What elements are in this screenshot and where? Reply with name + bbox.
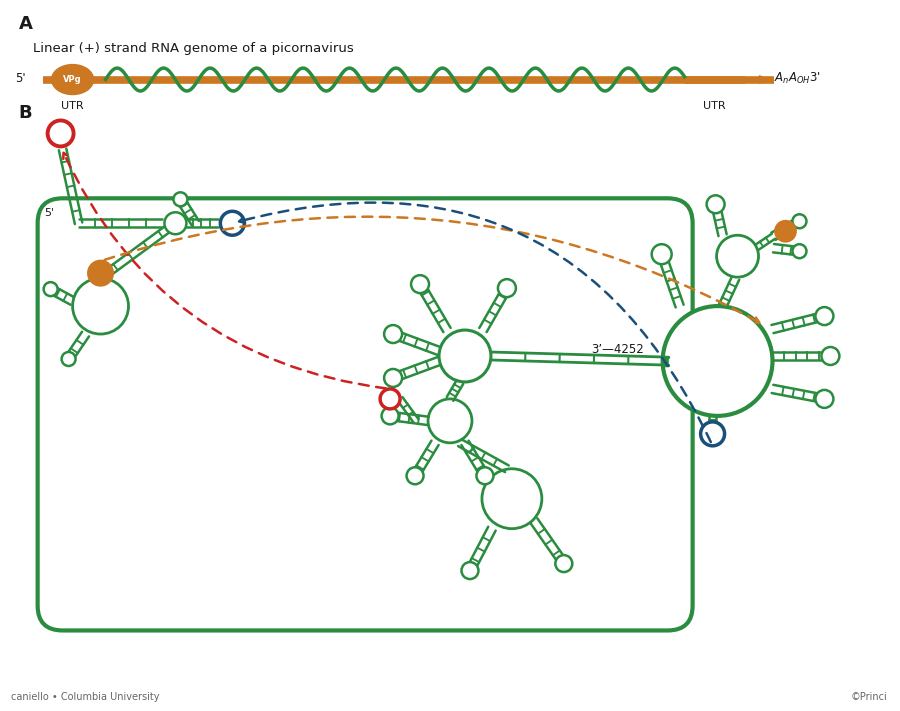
Text: VPg: VPg (63, 75, 82, 84)
Text: $A_n A_{OH}$3': $A_n A_{OH}$3' (775, 71, 822, 86)
Circle shape (411, 275, 429, 293)
Text: UTR: UTR (61, 102, 84, 112)
Circle shape (61, 352, 76, 366)
Circle shape (476, 467, 493, 484)
Circle shape (498, 279, 516, 297)
Text: 3’—4252: 3’—4252 (590, 343, 643, 356)
Text: ©Princi: ©Princi (850, 693, 887, 702)
Circle shape (384, 369, 402, 387)
Circle shape (380, 389, 400, 409)
Circle shape (407, 467, 424, 484)
Circle shape (700, 422, 725, 446)
Circle shape (382, 407, 399, 424)
Circle shape (88, 261, 112, 285)
Circle shape (43, 282, 58, 296)
Circle shape (174, 192, 187, 206)
Circle shape (793, 244, 806, 258)
Circle shape (652, 244, 671, 264)
Circle shape (384, 325, 402, 343)
Circle shape (555, 555, 572, 572)
Circle shape (428, 399, 472, 443)
Circle shape (482, 469, 542, 529)
Circle shape (716, 235, 759, 277)
Circle shape (793, 214, 806, 228)
Circle shape (48, 120, 74, 146)
Text: 5': 5' (44, 208, 55, 218)
Circle shape (462, 562, 479, 579)
Circle shape (73, 278, 129, 334)
Circle shape (220, 211, 244, 235)
Circle shape (165, 213, 186, 234)
Ellipse shape (51, 65, 94, 95)
Circle shape (706, 196, 724, 213)
Text: caniello • Columbia University: caniello • Columbia University (11, 693, 159, 702)
Text: 5': 5' (15, 72, 26, 85)
Text: UTR: UTR (703, 102, 726, 112)
Text: A: A (19, 15, 32, 33)
Circle shape (815, 307, 833, 325)
Circle shape (815, 390, 833, 408)
Text: Linear (+) strand RNA genome of a picornavirus: Linear (+) strand RNA genome of a picorn… (32, 42, 354, 55)
Circle shape (439, 330, 491, 382)
Circle shape (776, 221, 796, 241)
Circle shape (662, 306, 772, 416)
Text: B: B (19, 105, 32, 122)
Circle shape (822, 347, 840, 365)
